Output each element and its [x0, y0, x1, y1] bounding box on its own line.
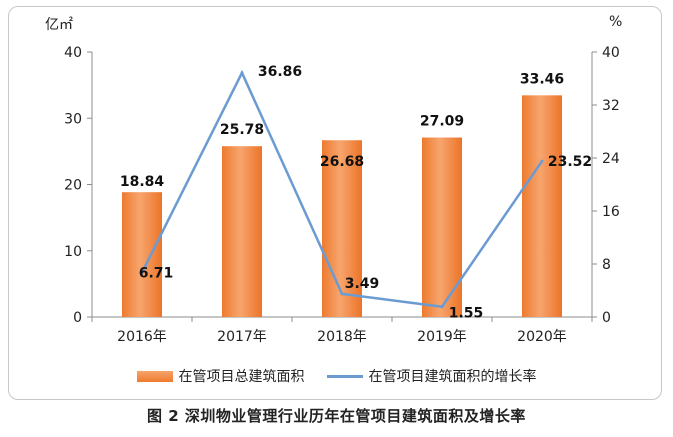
left-axis-tick-label: 10: [64, 244, 82, 260]
bar-data-label: 27.09: [420, 114, 464, 130]
line-data-label: 1.55: [449, 306, 484, 322]
right-axis-tick-label: 8: [602, 257, 611, 273]
right-axis-tick-label: 24: [602, 151, 620, 167]
chart-plot: 0 10 20 30 40 0 8 16 24 32 40 2016年 2017年 2018年 2019年 2…: [64, 45, 620, 345]
line-data-label: 3.49: [345, 276, 380, 292]
bar: [222, 146, 262, 317]
growth-point: [140, 271, 144, 275]
bar: [522, 95, 562, 317]
legend-swatch-bar: [136, 370, 173, 382]
bar-data-label: 18.84: [120, 174, 165, 190]
figure-caption: 图 2 深圳物业管理行业历年在管项目建筑面积及增长率: [147, 407, 526, 425]
legend-item-area: 在管项目总建筑面积: [136, 366, 305, 386]
legend: 在管项目总建筑面积 在管项目建筑面积的增长率: [0, 366, 673, 386]
left-axis-tick-label: 30: [64, 111, 82, 127]
right-axis-tick-label: 32: [602, 98, 620, 114]
right-axis-tick-label: 16: [602, 204, 620, 220]
growth-point: [340, 292, 344, 296]
line-data-label: 36.86: [258, 64, 302, 80]
bar-data-label: 26.68: [320, 154, 364, 170]
growth-point: [240, 71, 244, 75]
x-axis-tick-label: 2017年: [217, 329, 267, 345]
bar-data-label: 33.46: [520, 71, 564, 87]
left-axis-tick-label: 0: [73, 310, 82, 326]
left-axis-tick-label: 40: [64, 45, 82, 61]
right-axis-tick-label: 40: [602, 45, 620, 61]
x-axis-tick-label: 2018年: [317, 329, 367, 345]
left-axis-tick-label: 20: [64, 178, 82, 194]
bar: [122, 192, 162, 317]
legend-swatch-line: [326, 374, 363, 378]
right-axis-tick-label: 0: [602, 310, 611, 326]
growth-point: [540, 159, 544, 163]
growth-point: [440, 305, 444, 309]
bar: [322, 140, 362, 317]
legend-label-growth: 在管项目建筑面积的增长率: [368, 369, 537, 385]
x-axis-tick-label: 2020年: [517, 329, 567, 345]
x-axis-tick-label: 2016年: [117, 329, 167, 345]
x-axis-tick-label: 2019年: [417, 329, 467, 345]
bar: [422, 137, 462, 317]
right-axis-unit: %: [609, 14, 623, 30]
legend-label-area: 在管项目总建筑面积: [178, 369, 305, 385]
left-axis-unit: 亿㎡: [45, 17, 73, 33]
line-data-label: 6.71: [139, 266, 174, 282]
legend-item-growth: 在管项目建筑面积的增长率: [326, 366, 537, 386]
bar-data-label: 25.78: [220, 122, 264, 138]
line-data-label: 23.52: [548, 154, 592, 170]
